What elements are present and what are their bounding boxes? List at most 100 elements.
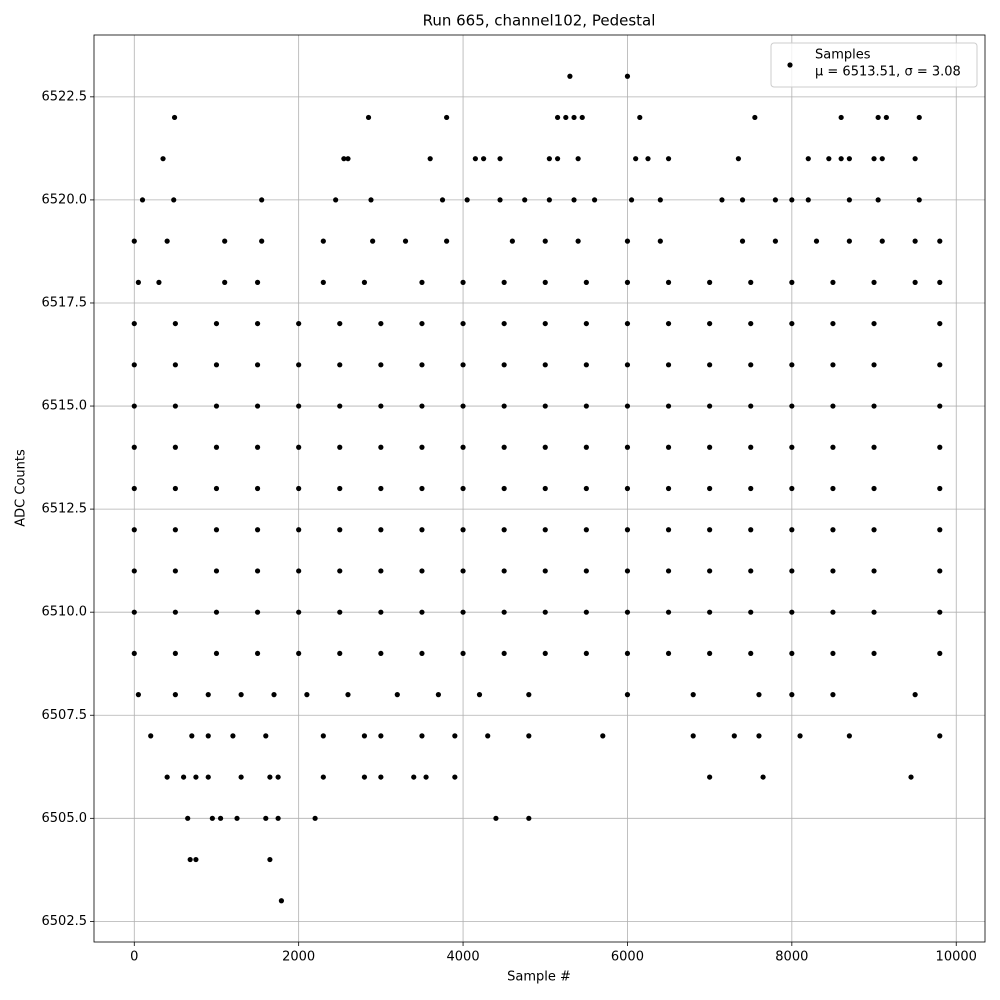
data-point	[213, 362, 220, 368]
data-point	[337, 609, 343, 615]
data-point	[830, 609, 836, 615]
data-point	[846, 238, 852, 244]
data-point	[131, 650, 137, 657]
x-tick-label: 2000	[282, 950, 315, 965]
data-point	[542, 362, 548, 368]
data-point	[460, 650, 466, 657]
data-point	[131, 362, 137, 368]
data-point	[789, 692, 795, 698]
y-tick-label: 6505.0	[42, 811, 88, 826]
data-point	[875, 114, 881, 121]
data-point	[296, 403, 302, 409]
data-point	[411, 774, 417, 780]
data-point	[213, 609, 220, 615]
data-point	[633, 156, 639, 162]
data-point	[830, 279, 836, 285]
data-point	[554, 156, 561, 162]
x-tick-label: 10000	[936, 950, 977, 965]
y-tick-label: 6512.5	[42, 502, 88, 517]
data-point	[583, 444, 589, 450]
data-point	[830, 403, 836, 409]
data-point	[337, 650, 343, 657]
data-point	[337, 320, 343, 327]
data-point	[707, 485, 713, 492]
data-point	[546, 197, 552, 203]
data-point	[460, 403, 466, 409]
data-point	[789, 650, 795, 657]
data-point	[665, 320, 672, 327]
data-point	[238, 692, 244, 698]
data-point	[472, 156, 478, 162]
data-point	[156, 279, 162, 285]
data-point	[826, 156, 832, 162]
data-point	[267, 856, 273, 863]
data-point	[748, 527, 754, 533]
data-point	[748, 485, 754, 492]
data-point	[394, 692, 400, 698]
data-point	[600, 733, 606, 739]
data-point	[789, 485, 795, 492]
data-point	[419, 320, 425, 327]
plot-frame	[93, 34, 986, 943]
data-point	[830, 692, 836, 698]
data-point	[209, 815, 215, 821]
data-point	[707, 527, 713, 533]
y-tick-label: 6510.0	[42, 605, 88, 620]
data-point	[871, 568, 877, 574]
data-point	[254, 527, 261, 533]
data-point	[254, 650, 261, 657]
data-point	[830, 527, 836, 533]
data-point	[378, 485, 384, 492]
data-point	[439, 197, 446, 203]
data-point	[254, 279, 261, 285]
data-point	[259, 197, 265, 203]
data-point	[501, 650, 507, 657]
data-point	[402, 238, 409, 244]
data-point	[172, 362, 178, 368]
data-point	[337, 527, 343, 533]
data-point	[731, 733, 737, 739]
data-point	[871, 362, 877, 368]
y-axis-label: ADC Counts	[14, 449, 29, 527]
data-point	[846, 156, 852, 162]
data-point	[205, 733, 211, 739]
data-point	[567, 73, 573, 79]
data-point	[497, 197, 503, 203]
data-point	[501, 279, 507, 285]
data-point	[665, 650, 672, 657]
data-point	[160, 156, 166, 162]
data-point	[583, 650, 589, 657]
data-point	[172, 320, 178, 327]
data-point	[139, 197, 146, 203]
data-point	[187, 856, 193, 863]
data-point	[937, 403, 943, 409]
data-point	[452, 733, 458, 739]
data-point	[748, 650, 754, 657]
data-point	[690, 733, 696, 739]
data-point	[912, 279, 918, 285]
data-point	[748, 362, 754, 368]
data-point	[789, 444, 795, 450]
data-point	[378, 568, 384, 574]
data-point	[760, 774, 766, 780]
data-point	[789, 568, 795, 574]
data-point	[789, 362, 795, 368]
data-point	[419, 650, 425, 657]
data-point	[739, 197, 746, 203]
x-tick-label: 0	[130, 950, 138, 965]
data-point	[131, 485, 137, 492]
data-point	[296, 320, 302, 327]
data-point	[789, 403, 795, 409]
data-point	[172, 568, 178, 574]
data-point	[296, 485, 302, 492]
data-point	[345, 692, 351, 698]
legend-box	[770, 42, 978, 88]
data-point	[493, 815, 499, 821]
data-point	[813, 238, 820, 244]
data-point	[912, 156, 918, 162]
data-point	[735, 156, 742, 162]
data-point	[254, 444, 261, 450]
data-point	[937, 485, 943, 492]
x-tick-label: 8000	[775, 950, 808, 965]
data-point	[320, 238, 326, 244]
